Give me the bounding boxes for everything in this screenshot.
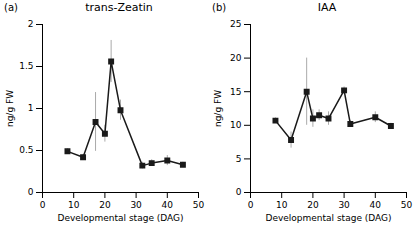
- svg-text:0: 0: [40, 200, 46, 210]
- html-text:IAA: IAA: [317, 1, 337, 14]
- svg-text:ng/g FW: ng/g FW: [213, 90, 223, 127]
- svg-text:1.5: 1.5: [19, 61, 33, 71]
- svg-text:40: 40: [370, 200, 382, 210]
- svg-text:2: 2: [28, 19, 34, 29]
- svg-text:50: 50: [193, 200, 205, 210]
- svg-text:10: 10: [68, 200, 80, 210]
- svg-text:10: 10: [276, 200, 288, 210]
- svg-text:20: 20: [230, 53, 242, 63]
- svg-text:10: 10: [230, 120, 242, 130]
- svg-text:0.5: 0.5: [19, 145, 33, 155]
- svg-text:0: 0: [28, 187, 34, 197]
- svg-text:20: 20: [99, 200, 111, 210]
- svg-text:0: 0: [236, 187, 242, 197]
- svg-text:30: 30: [130, 200, 142, 210]
- svg-text:30: 30: [338, 200, 350, 210]
- svg-text:Developmental stage (DAG): Developmental stage (DAG): [57, 213, 183, 223]
- svg-text:1: 1: [28, 103, 34, 113]
- svg-text:20: 20: [307, 200, 319, 210]
- svg-text:Developmental stage (DAG): Developmental stage (DAG): [265, 213, 391, 223]
- html-text:trans-Zeatin: trans-Zeatin: [85, 1, 153, 14]
- svg-text:25: 25: [230, 19, 241, 29]
- svg-text:40: 40: [162, 200, 174, 210]
- svg-text:0: 0: [248, 200, 254, 210]
- svg-text:5: 5: [236, 154, 242, 164]
- html-text:(a): (a): [4, 2, 18, 13]
- svg-text:50: 50: [401, 200, 413, 210]
- svg-text:15: 15: [230, 87, 241, 97]
- html-text:(b): (b): [212, 2, 227, 13]
- svg-text:ng/g FW: ng/g FW: [5, 90, 15, 127]
